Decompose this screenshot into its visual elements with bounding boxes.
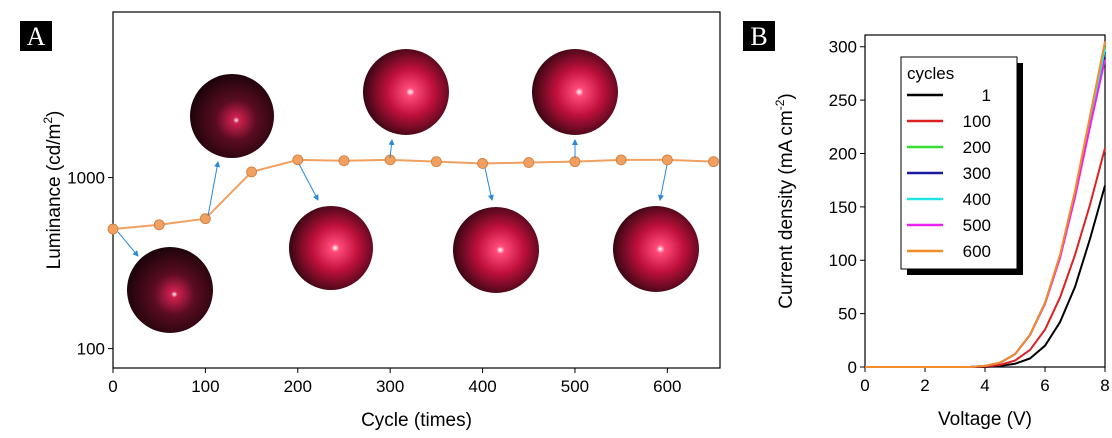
photo [289, 206, 373, 290]
y-axis-label: Luminance (cd/m2) [41, 111, 65, 270]
y-axis-label: Current density (mA cm-2) [773, 93, 797, 309]
x-tick-label: 2 [920, 376, 929, 395]
arrow [388, 139, 395, 159]
x-tick-label: 300 [376, 377, 404, 396]
photo [613, 206, 699, 292]
arrow [117, 231, 139, 257]
x-tick-label: 0 [108, 377, 117, 396]
data-point [708, 156, 719, 168]
photo [363, 49, 449, 135]
arrow [298, 163, 319, 201]
data-point [246, 166, 257, 178]
y-tick-label: 100 [829, 251, 857, 270]
data-point [615, 154, 627, 166]
x-axis-label: Voltage (V) [938, 409, 1032, 430]
data-point [661, 154, 673, 166]
data-point [338, 155, 350, 167]
y-axis-label-text: Current density (mA cm [776, 110, 797, 309]
legend-entry: 400 [963, 190, 991, 209]
x-axis-label: Cycle (times) [361, 410, 472, 431]
x-tick-label: 8 [1100, 376, 1109, 395]
y-tick-label: 300 [829, 38, 857, 57]
data-line [112, 158, 714, 231]
y-axis-label-sup: -2 [773, 99, 787, 110]
legend-entry: 200 [963, 138, 991, 157]
legend-entry: 1 [982, 86, 991, 105]
y-axis-label-sup: 2 [41, 117, 55, 124]
y-axis-label-text: Luminance (cd/m [44, 124, 65, 270]
arrow [658, 164, 668, 201]
photo [190, 74, 274, 158]
legend-entry: 600 [963, 242, 991, 261]
data-point [199, 213, 211, 225]
panel-label: A [27, 22, 46, 51]
data-point [523, 157, 535, 168]
data-point [292, 154, 304, 166]
y-tick-label: 100 [77, 340, 105, 359]
x-tick-label: 0 [860, 376, 869, 395]
x-tick-label: 200 [284, 377, 312, 396]
x-tick-label: 100 [191, 377, 219, 396]
legend-box [900, 56, 1018, 270]
y-axis-label-end: ) [44, 111, 65, 117]
y-tick-label: 150 [829, 198, 857, 217]
inset-photos [117, 49, 699, 333]
y-tick-label: 200 [829, 144, 857, 163]
photo [532, 49, 618, 135]
legend-entry: 100 [963, 112, 991, 131]
data-line [865, 41, 1106, 368]
y-tick-label: 50 [838, 305, 857, 324]
x-tick-label: 4 [980, 376, 989, 395]
x-tick-label: 600 [653, 377, 681, 396]
x-tick-label: 500 [561, 377, 589, 396]
y-tick-label: 0 [848, 358, 857, 377]
photo [127, 247, 213, 333]
photo [453, 207, 539, 293]
y-tick-label: 250 [829, 91, 857, 110]
panel-label-box [20, 21, 52, 51]
legend-entry: 500 [963, 216, 991, 235]
y-axis-label-end: ) [776, 93, 797, 99]
data-point [430, 156, 442, 168]
data-point [107, 223, 119, 235]
legend-title: cycles [907, 64, 954, 83]
data-point [477, 158, 488, 169]
panel-label-box [743, 21, 775, 51]
x-tick-label: 6 [1040, 376, 1049, 395]
arrow [484, 167, 494, 201]
arrow [207, 161, 221, 217]
y-tick-label: 1000 [67, 169, 105, 188]
data-point [153, 219, 165, 231]
legend-entry: 300 [963, 164, 991, 183]
data-point [569, 156, 581, 168]
x-tick-label: 400 [468, 377, 496, 396]
panel-label: B [750, 22, 767, 51]
plot-frame [112, 11, 721, 369]
